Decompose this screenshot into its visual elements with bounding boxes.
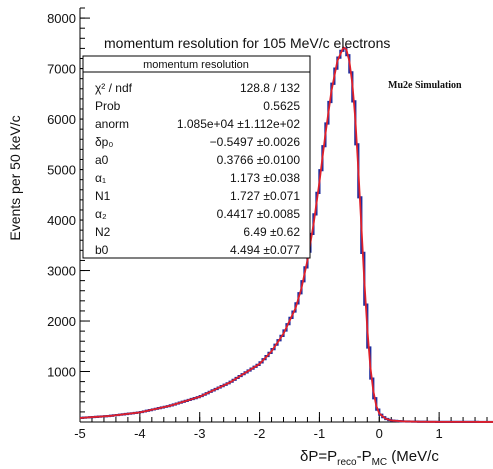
stats-row-name: anorm xyxy=(95,117,129,131)
stats-row-value: 1.173 ±0.038 xyxy=(230,171,300,185)
stats-row-value: 0.4417 ±0.0085 xyxy=(217,207,301,221)
x-tick-label: -3 xyxy=(194,426,206,441)
y-tick-label: 2000 xyxy=(47,314,76,329)
y-axis-label: Events per 50 keV/c xyxy=(7,115,23,240)
x-axis-label-sub1: reco xyxy=(337,457,357,468)
stats-row-name: α₂ xyxy=(95,207,107,221)
x-axis-label-unit: (MeV/c xyxy=(387,448,439,465)
stats-box-frame xyxy=(82,55,311,259)
stats-rows: χ² / ndf 128.8 / 132 Prob 0.5625 anorm 1.085e… xyxy=(95,81,300,257)
stats-row-value: 0.3766 ±0.0100 xyxy=(217,153,301,167)
x-tick-label: -4 xyxy=(134,426,146,441)
stats-row-name: N2 xyxy=(95,225,111,239)
stats-row-name: N1 xyxy=(95,189,111,203)
x-tick-label: -5 xyxy=(74,426,86,441)
simulation-annotation: Mu2e Simulation xyxy=(388,80,462,91)
stats-box: momentum resolution χ² / ndf 128.8 / 132 P… xyxy=(82,55,311,259)
x-tick-label: 0 xyxy=(376,426,383,441)
y-tick-label: 6000 xyxy=(47,112,76,127)
stats-row-name: a0 xyxy=(95,153,109,167)
x-axis-label-base: δP=P xyxy=(300,448,337,465)
y-tick-label: 8000 xyxy=(47,11,76,26)
y-tick-label: 4000 xyxy=(47,213,76,228)
chart-title: momentum resolution for 105 MeV/c electr… xyxy=(104,35,390,51)
stats-row-value: −0.5497 ±0.0026 xyxy=(210,135,301,149)
x-axis-label-mid: -P xyxy=(357,448,372,465)
stats-row-name: α₁ xyxy=(95,171,106,185)
stats-row-value: 0.5625 xyxy=(263,99,300,113)
x-axis-label-sub2: MC xyxy=(372,457,388,468)
x-tick-label: 1 xyxy=(436,426,443,441)
y-ticks: 1000 2000 3000 4000 5000 6000 7000 8000 xyxy=(47,7,90,413)
stats-row-value: 1.727 ±0.071 xyxy=(230,189,300,203)
fit-layer xyxy=(79,46,493,423)
stats-row-name: b0 xyxy=(95,243,109,257)
y-tick-label: 3000 xyxy=(47,264,76,279)
x-axis-label: δP=Preco-PMC (MeV/c xyxy=(300,448,439,468)
stats-row-value: 6.49 ±0.62 xyxy=(243,225,300,239)
y-tick-label: 7000 xyxy=(47,62,76,77)
fit-series xyxy=(79,46,493,423)
stats-row-name: χ² / ndf xyxy=(95,81,133,95)
stats-row-value: 4.494 ±0.077 xyxy=(230,243,300,257)
stats-row-value: 128.8 / 132 xyxy=(240,81,300,95)
x-tick-label: -1 xyxy=(314,426,326,441)
stats-row-name: δp₀ xyxy=(95,135,113,149)
stats-box-title: momentum resolution xyxy=(143,59,249,71)
y-tick-label: 1000 xyxy=(47,365,76,380)
x-tick-label: -2 xyxy=(254,426,266,441)
y-tick-label: 5000 xyxy=(47,163,76,178)
stats-row-name: Prob xyxy=(95,99,121,113)
stats-row-value: 1.085e+04 ±1.112e+02 xyxy=(177,117,300,131)
